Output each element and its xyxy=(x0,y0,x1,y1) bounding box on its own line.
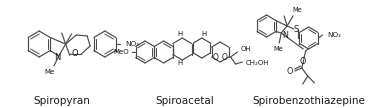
Text: NO₂: NO₂ xyxy=(125,41,139,47)
Text: NO₂: NO₂ xyxy=(327,32,341,38)
Text: O: O xyxy=(300,56,306,65)
Text: O: O xyxy=(212,53,218,63)
Text: CH₂OH: CH₂OH xyxy=(245,60,269,66)
Text: Me: Me xyxy=(45,69,55,75)
Text: Spirobenzothiazepine: Spirobenzothiazepine xyxy=(252,96,365,106)
Text: O: O xyxy=(287,67,293,75)
Text: O: O xyxy=(71,49,78,59)
Text: Me: Me xyxy=(273,46,283,52)
Text: MeO: MeO xyxy=(114,49,129,55)
Text: H: H xyxy=(178,60,183,66)
Text: Spiropyran: Spiropyran xyxy=(33,96,90,106)
Text: N: N xyxy=(282,30,288,40)
Text: OH: OH xyxy=(240,46,251,52)
Text: S: S xyxy=(293,25,299,33)
Text: N: N xyxy=(54,52,60,61)
Text: Me: Me xyxy=(292,7,302,13)
Text: O: O xyxy=(222,53,228,63)
Text: Spiroacetal: Spiroacetal xyxy=(156,96,215,106)
Text: H: H xyxy=(178,31,183,37)
Text: H: H xyxy=(201,31,206,37)
